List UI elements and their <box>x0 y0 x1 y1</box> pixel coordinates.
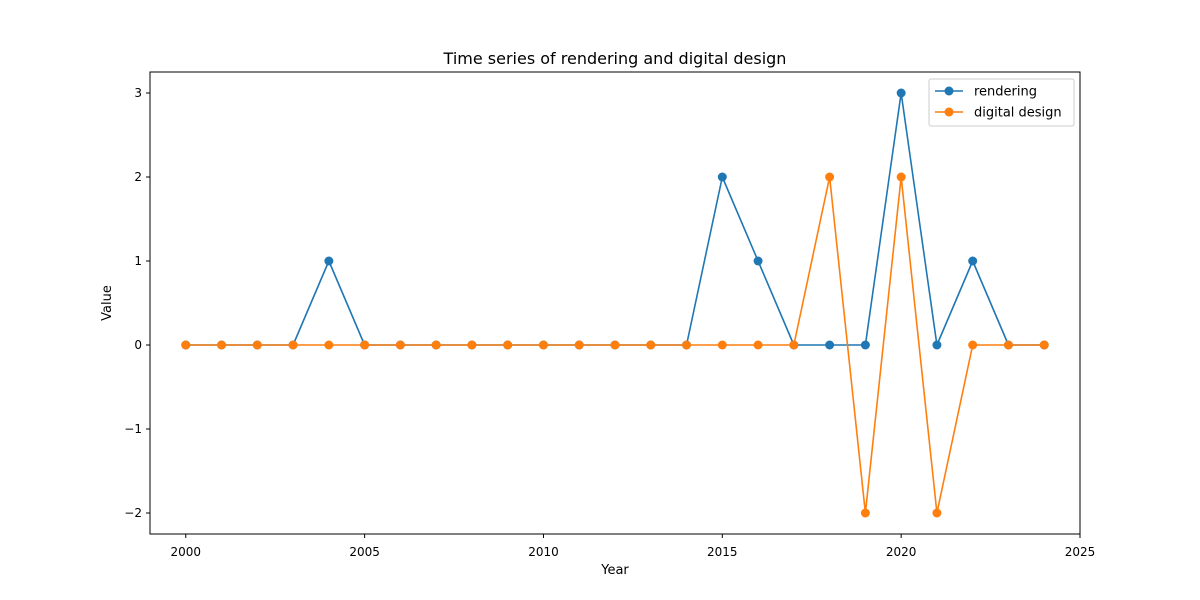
data-point-rendering <box>968 256 978 266</box>
y-tick-label: 1 <box>134 254 142 268</box>
data-point-rendering <box>753 256 763 266</box>
data-point-digital-design <box>896 172 906 182</box>
x-tick-label: 2015 <box>707 545 738 559</box>
data-point-digital-design <box>610 340 620 350</box>
data-point-rendering <box>860 340 870 350</box>
legend-label: digital design <box>974 106 1062 121</box>
data-point-digital-design <box>1003 340 1013 350</box>
data-point-digital-design <box>395 340 405 350</box>
x-tick-label: 2000 <box>170 545 201 559</box>
x-axis-label: Year <box>600 563 629 578</box>
plot-frame <box>149 71 1081 535</box>
legend-marker <box>944 86 954 96</box>
legend-box <box>928 78 1075 127</box>
legend: rendering digital design <box>928 78 1075 127</box>
data-point-rendering <box>717 172 727 182</box>
data-point-digital-design <box>431 340 441 350</box>
data-point-digital-design <box>1039 340 1049 350</box>
data-point-digital-design <box>682 340 692 350</box>
data-point-digital-design <box>646 340 656 350</box>
x-tick-label: 2025 <box>1065 545 1096 559</box>
legend-marker <box>944 107 954 117</box>
data-point-digital-design <box>288 340 298 350</box>
data-point-digital-design <box>503 340 513 350</box>
data-point-digital-design <box>968 340 978 350</box>
data-point-digital-design <box>324 340 334 350</box>
y-tick-label: −2 <box>124 506 142 520</box>
y-axis: −2 −1 0 1 2 3 <box>124 86 150 520</box>
data-point-rendering <box>324 256 334 266</box>
data-point-digital-design <box>753 340 763 350</box>
data-point-digital-design <box>860 508 870 518</box>
data-point-rendering <box>896 88 906 98</box>
legend-label: rendering <box>974 85 1037 100</box>
data-point-digital-design <box>538 340 548 350</box>
plot-area <box>181 88 1049 518</box>
data-point-digital-design <box>717 340 727 350</box>
chart-title: Time series of rendering and digital des… <box>443 49 787 68</box>
y-tick-label: 3 <box>134 86 142 100</box>
y-tick-label: 2 <box>134 170 142 184</box>
data-point-digital-design <box>574 340 584 350</box>
y-tick-label: −1 <box>124 422 142 436</box>
x-tick-label: 2010 <box>528 545 559 559</box>
data-point-digital-design <box>467 340 477 350</box>
data-point-digital-design <box>181 340 191 350</box>
data-point-digital-design <box>217 340 227 350</box>
data-point-digital-design <box>789 340 799 350</box>
y-axis-label: Value <box>100 285 115 321</box>
data-point-rendering <box>932 340 942 350</box>
data-point-digital-design <box>932 508 942 518</box>
data-point-digital-design <box>360 340 370 350</box>
data-point-digital-design <box>825 172 835 182</box>
x-tick-label: 2020 <box>886 545 917 559</box>
x-axis: 2000 2005 2010 2015 2020 2025 <box>170 534 1095 559</box>
x-tick-label: 2005 <box>349 545 380 559</box>
y-tick-label: 0 <box>134 338 142 352</box>
data-point-rendering <box>825 340 835 350</box>
data-point-digital-design <box>252 340 262 350</box>
